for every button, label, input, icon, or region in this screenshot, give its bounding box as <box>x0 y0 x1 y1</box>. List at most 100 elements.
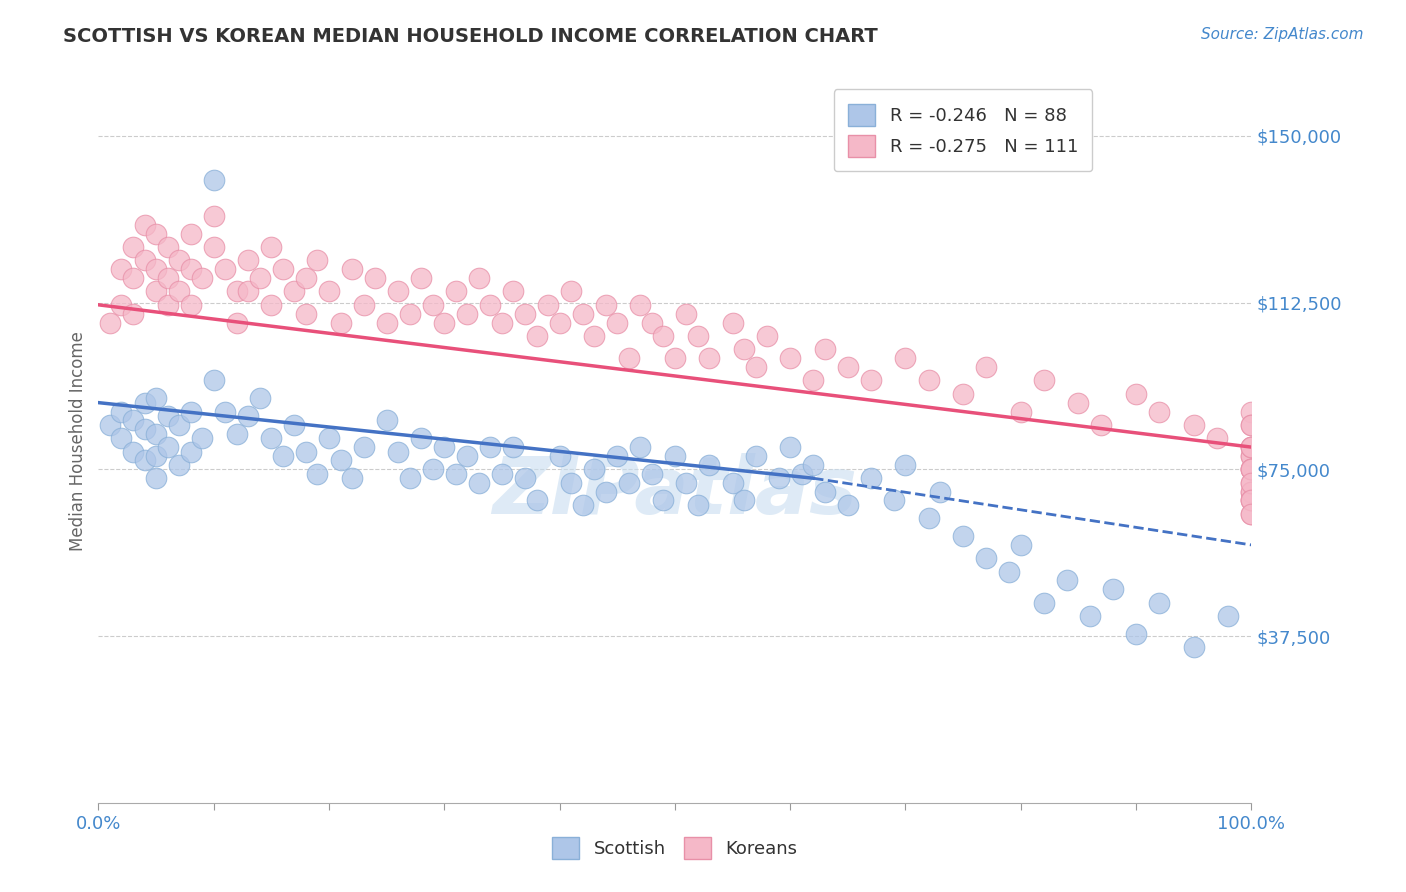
Point <box>768 471 790 485</box>
Point <box>998 565 1021 579</box>
Point <box>422 462 444 476</box>
Point <box>1240 484 1263 499</box>
Point <box>238 409 260 423</box>
Point <box>411 431 433 445</box>
Point <box>283 417 305 432</box>
Point <box>652 329 675 343</box>
Point <box>202 209 225 223</box>
Point <box>1240 440 1263 454</box>
Point <box>202 373 225 387</box>
Point <box>1240 417 1263 432</box>
Point <box>271 262 294 277</box>
Text: Source: ZipAtlas.com: Source: ZipAtlas.com <box>1201 27 1364 42</box>
Point <box>1240 417 1263 432</box>
Point <box>134 422 156 436</box>
Point <box>145 227 167 241</box>
Point <box>1240 484 1263 499</box>
Point <box>260 298 283 312</box>
Point <box>387 285 409 299</box>
Point <box>167 417 190 432</box>
Point <box>526 493 548 508</box>
Point <box>1147 404 1170 418</box>
Point <box>375 316 398 330</box>
Text: SCOTTISH VS KOREAN MEDIAN HOUSEHOLD INCOME CORRELATION CHART: SCOTTISH VS KOREAN MEDIAN HOUSEHOLD INCO… <box>63 27 877 45</box>
Point <box>1240 507 1263 521</box>
Point <box>375 413 398 427</box>
Point <box>526 329 548 343</box>
Point <box>456 449 478 463</box>
Point <box>628 298 651 312</box>
Point <box>110 431 132 445</box>
Point <box>502 285 524 299</box>
Point <box>398 471 420 485</box>
Point <box>548 449 571 463</box>
Point <box>583 329 606 343</box>
Point <box>894 351 917 366</box>
Point <box>1240 493 1263 508</box>
Point <box>859 373 882 387</box>
Point <box>1240 507 1263 521</box>
Point <box>883 493 905 508</box>
Point <box>353 440 375 454</box>
Point <box>479 298 502 312</box>
Point <box>1240 449 1263 463</box>
Point <box>1010 538 1032 552</box>
Point <box>595 298 617 312</box>
Point <box>422 298 444 312</box>
Point <box>110 298 132 312</box>
Legend: Scottish, Koreans: Scottish, Koreans <box>546 830 804 866</box>
Text: ZIPatlas: ZIPatlas <box>492 453 858 531</box>
Point <box>398 307 420 321</box>
Point <box>468 475 491 490</box>
Point <box>744 360 766 375</box>
Point <box>606 316 628 330</box>
Point <box>560 475 582 490</box>
Point <box>779 440 801 454</box>
Point <box>1240 449 1263 463</box>
Point <box>122 307 145 321</box>
Point <box>837 360 859 375</box>
Point <box>156 440 179 454</box>
Point <box>180 404 202 418</box>
Point <box>295 444 318 458</box>
Point <box>491 467 513 481</box>
Point <box>756 329 779 343</box>
Point <box>156 271 179 285</box>
Point <box>271 449 294 463</box>
Point <box>340 471 363 485</box>
Point <box>952 386 974 401</box>
Point <box>790 467 813 481</box>
Point <box>180 227 202 241</box>
Point <box>156 240 179 254</box>
Point <box>1125 386 1147 401</box>
Point <box>1205 431 1227 445</box>
Point <box>641 467 664 481</box>
Y-axis label: Median Household Income: Median Household Income <box>69 332 87 551</box>
Point <box>641 316 664 330</box>
Point <box>145 426 167 441</box>
Point <box>548 316 571 330</box>
Point <box>167 285 190 299</box>
Point <box>859 471 882 485</box>
Point <box>456 307 478 321</box>
Point <box>1102 582 1125 597</box>
Point <box>606 449 628 463</box>
Point <box>513 307 536 321</box>
Point <box>307 467 329 481</box>
Point <box>628 440 651 454</box>
Point <box>664 351 686 366</box>
Point <box>180 262 202 277</box>
Point <box>571 307 593 321</box>
Point <box>699 458 721 472</box>
Point <box>929 484 952 499</box>
Point <box>917 511 939 525</box>
Point <box>502 440 524 454</box>
Point <box>1240 475 1263 490</box>
Point <box>537 298 560 312</box>
Point <box>721 475 744 490</box>
Point <box>837 498 859 512</box>
Point <box>225 426 247 441</box>
Point <box>122 444 145 458</box>
Point <box>167 253 190 268</box>
Point <box>318 431 340 445</box>
